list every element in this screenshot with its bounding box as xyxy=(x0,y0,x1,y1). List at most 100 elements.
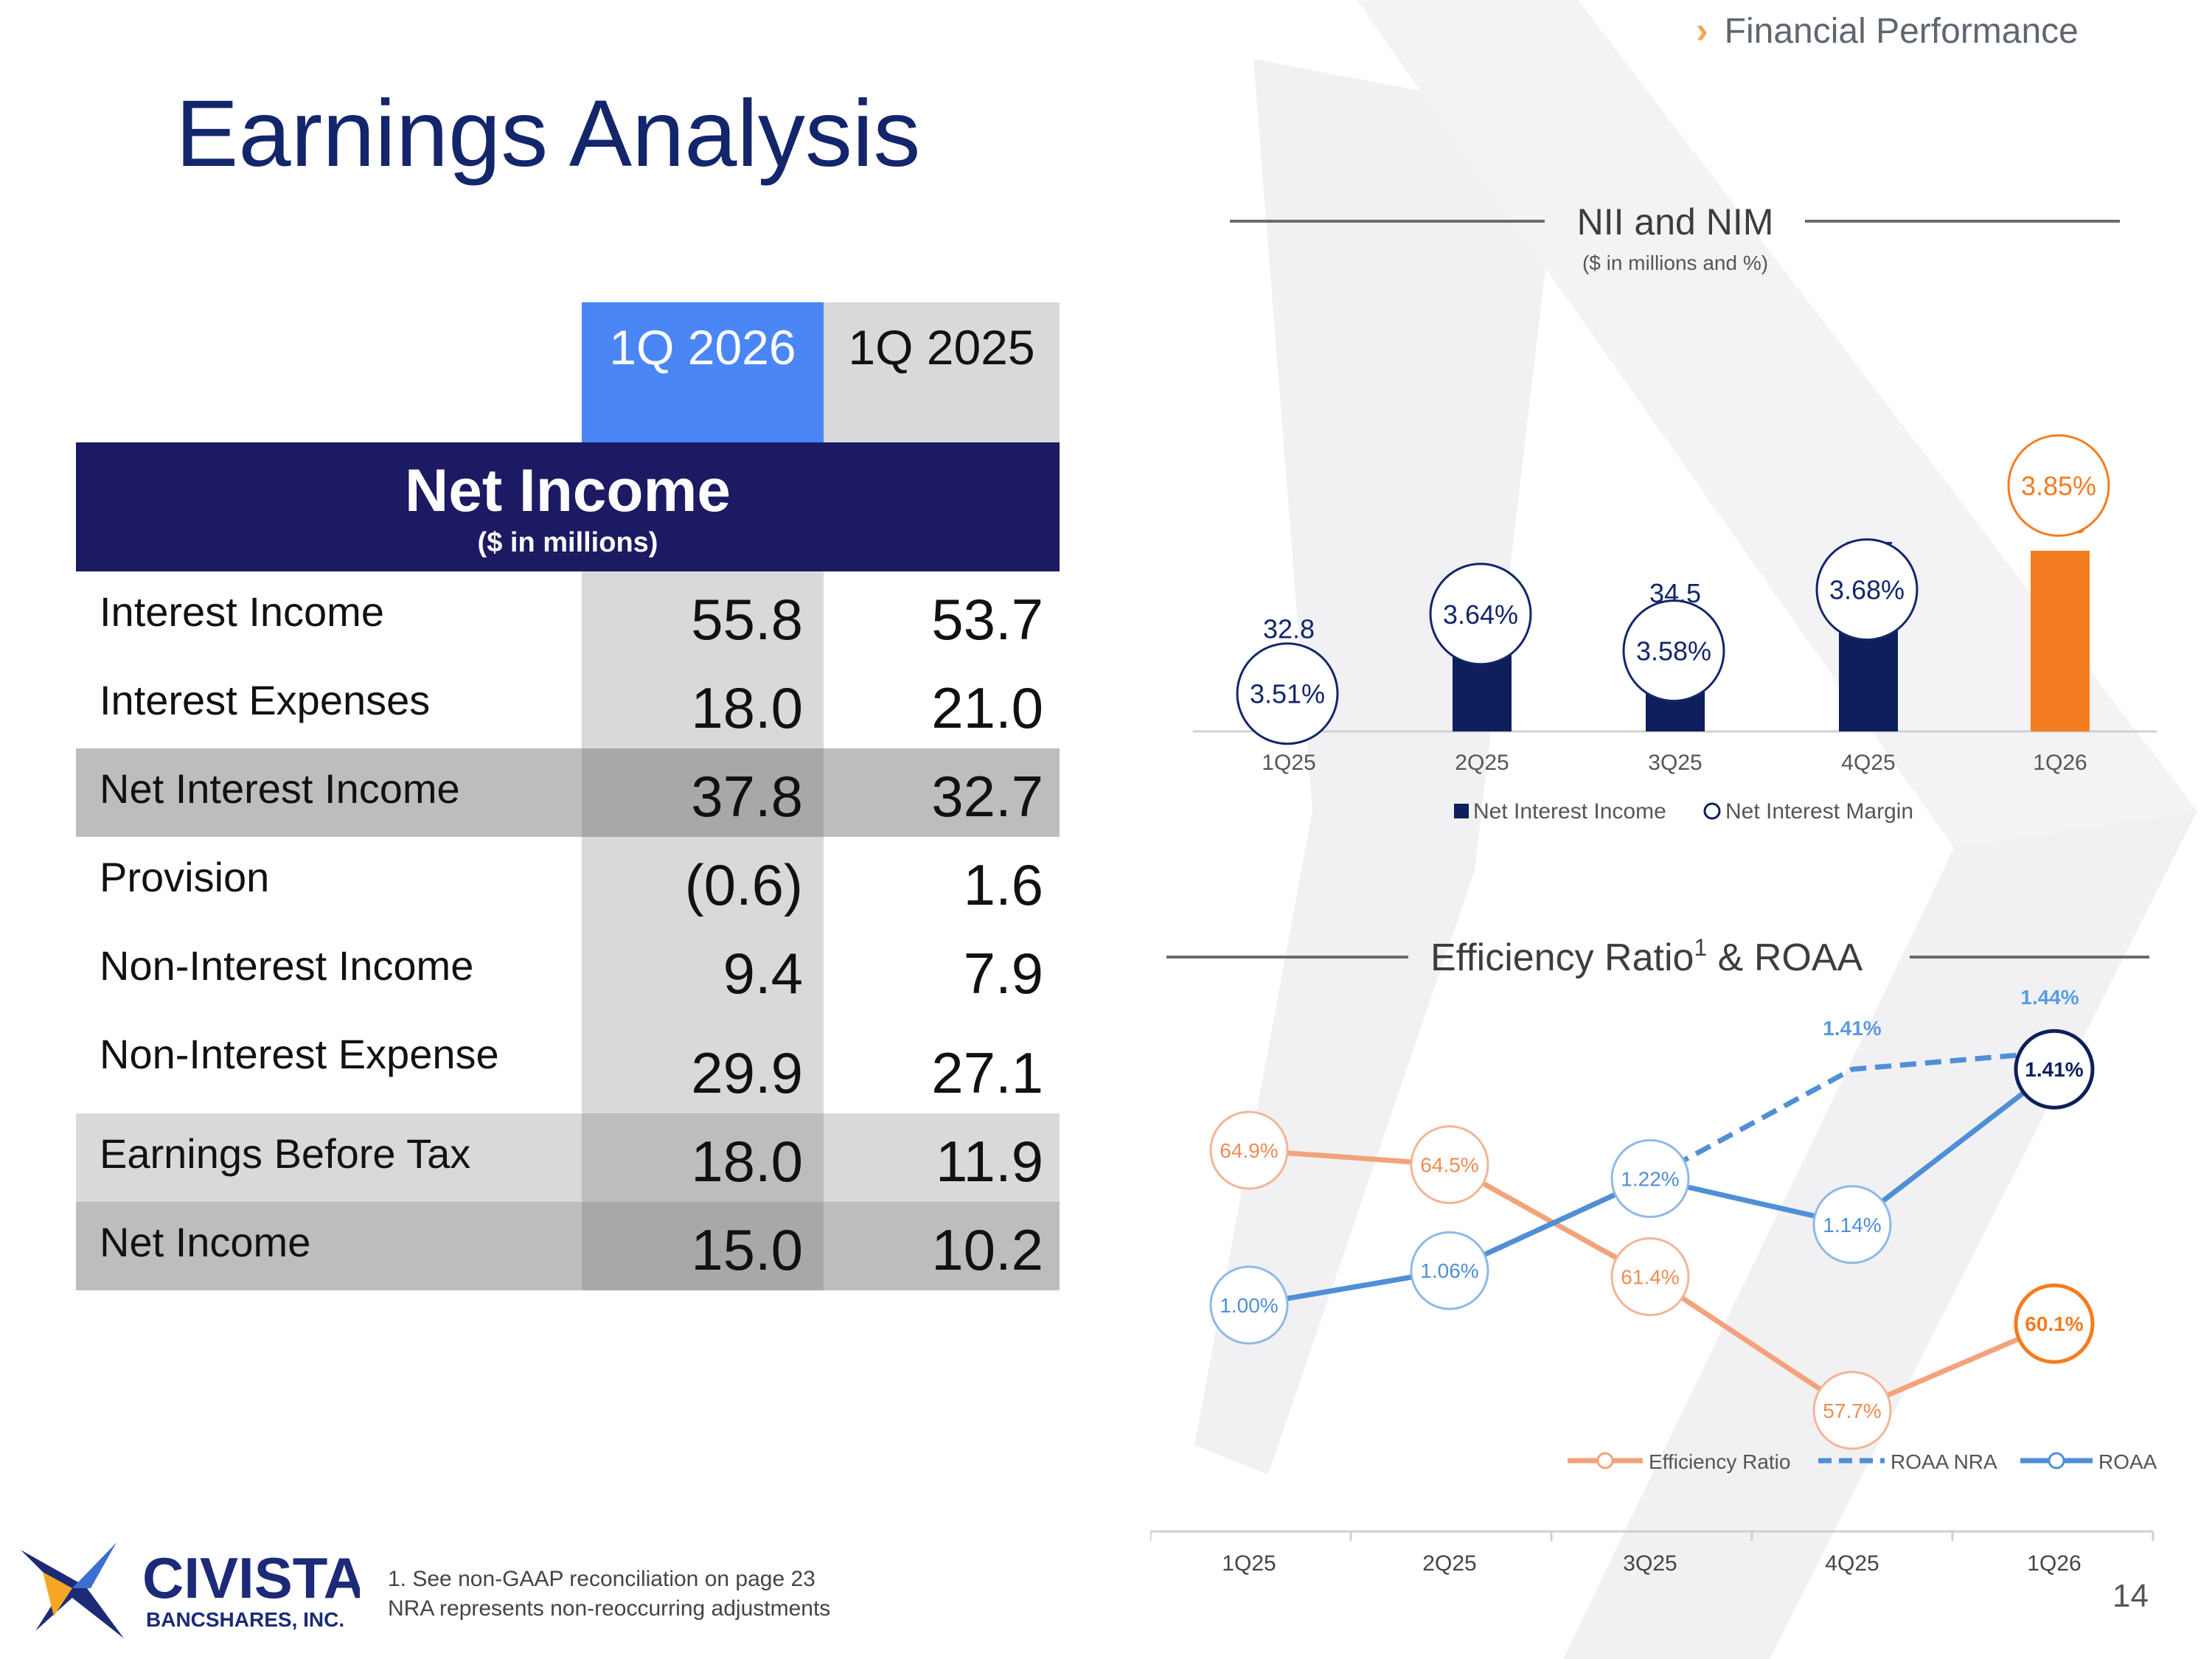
bar-value-label: 32.8 xyxy=(1263,613,1315,644)
band-title: Net Income xyxy=(405,457,731,524)
row-value-1q2025: 32.7 xyxy=(824,748,1060,837)
chart-title: NII and NIM xyxy=(1577,201,1774,243)
efficiency-label: 64.9% xyxy=(1220,1139,1278,1162)
roaa-nra-label: 1.41% xyxy=(1823,1017,1881,1040)
row-label: Earnings Before Tax xyxy=(100,1130,471,1177)
nim-label: 3.51% xyxy=(1250,679,1325,709)
roaa-label: 1.00% xyxy=(1220,1294,1278,1317)
x-tick-label: 4Q25 xyxy=(1825,1551,1879,1576)
row-value-1q2025: 53.7 xyxy=(931,587,1043,652)
row-value-1q2026: (0.6) xyxy=(582,837,824,925)
nim-label: 3.68% xyxy=(1829,575,1905,605)
row-value-1q2025: 1.6 xyxy=(963,852,1043,917)
row-label: Provision xyxy=(100,854,270,900)
row-label: Interest Income xyxy=(100,588,384,635)
table-row: Non-Interest Income 9.4 7.9 xyxy=(76,925,1060,1014)
page-number: 14 xyxy=(2112,1578,2149,1614)
row-value-1q2026: 9.4 xyxy=(582,925,824,1014)
row-label: Net Income xyxy=(100,1219,311,1265)
footnote-line-2: NRA represents non-reoccurring adjustmen… xyxy=(388,1596,831,1621)
efficiency-label: 60.1% xyxy=(2025,1312,2083,1335)
column-header-1q2026: 1Q 2026 xyxy=(582,302,824,442)
legend-swatch-nii xyxy=(1454,804,1469,818)
row-value-1q2026: 55.8 xyxy=(582,571,824,660)
row-value-1q2026: 37.8 xyxy=(582,748,824,837)
legend-swatch-nim xyxy=(1703,802,1721,820)
nim-label: 3.58% xyxy=(1636,636,1711,667)
section-label: Financial Performance xyxy=(1724,12,2079,51)
row-background xyxy=(76,1202,582,1290)
section-breadcrumb[interactable]: › Financial Performance xyxy=(1696,9,2079,52)
roaa-label: 1.14% xyxy=(1823,1214,1881,1237)
chart-subtitle: ($ in millions and %) xyxy=(1582,251,1768,274)
x-tick-label: 1Q26 xyxy=(2033,751,2087,775)
roaa-label: 1.22% xyxy=(1621,1167,1679,1190)
nii-nim-chart: NII and NIM ($ in millions and %) 32.8 3.51… xyxy=(1193,201,2157,824)
chart-title-suffix: & ROAA xyxy=(1707,936,1863,979)
efficiency-label: 64.5% xyxy=(1420,1154,1478,1177)
table-row: Non-Interest Expense 29.9 27.1 xyxy=(76,1014,1060,1113)
bar-nii xyxy=(2031,550,2090,731)
legend-label-nim: Net Interest Margin xyxy=(1725,799,1913,824)
x-tick-label: 1Q25 xyxy=(1262,751,1315,775)
roaa-marker xyxy=(1610,1138,1690,1218)
nim-marker xyxy=(1815,538,1919,641)
roaa-marker xyxy=(1410,1231,1489,1310)
row-background xyxy=(76,748,582,837)
row-value-1q2025: 11.9 xyxy=(824,1113,1060,1202)
efficiency-label: 57.7% xyxy=(1823,1399,1881,1422)
band-subtitle: ($ in millions) xyxy=(477,527,658,558)
nim-marker xyxy=(2007,434,2110,537)
net-income-band: Net Income ($ in millions) xyxy=(76,442,1060,571)
roaa-label: 1.41% xyxy=(2025,1058,2083,1081)
legend-marker-roaa xyxy=(2048,1452,2065,1470)
x-tick-label: 2Q25 xyxy=(1455,751,1509,775)
efficiency-label: 61.4% xyxy=(1621,1266,1679,1289)
nim-marker xyxy=(1622,599,1725,703)
row-label: Net Interest Income xyxy=(100,765,460,812)
footnote: 1. See non-GAAP reconciliation on page 2… xyxy=(388,1565,830,1624)
logo-wordmark: CIVISTA xyxy=(142,1545,360,1610)
table-row: Earnings Before Tax 18.0 11.9 xyxy=(76,1113,1060,1202)
nim-marker xyxy=(1236,642,1339,745)
roaa-marker xyxy=(1209,1265,1289,1345)
table-header: 1Q 2026 1Q 2025 xyxy=(582,302,1060,442)
chevron-right-icon: › xyxy=(1696,10,1708,51)
chart-title-sup: 1 xyxy=(1694,934,1707,961)
table-row: Net Income 15.0 10.2 xyxy=(76,1202,1060,1290)
page-title: Earnings Analysis xyxy=(175,81,921,187)
efficiency-marker xyxy=(1812,1371,1892,1450)
row-value-1q2025: 10.2 xyxy=(824,1202,1060,1290)
x-tick-label: 3Q25 xyxy=(1648,751,1702,775)
roaa-marker xyxy=(2014,1029,2095,1110)
table-row: Net Interest Income 37.8 32.7 xyxy=(76,748,1060,837)
roaa-nra-label: 1.44% xyxy=(2020,986,2079,1009)
row-value-1q2026: 15.0 xyxy=(582,1202,824,1290)
table-row: Interest Income 55.8 53.7 xyxy=(76,571,1060,660)
chart-title-main: Efficiency Ratio xyxy=(1430,936,1694,979)
row-label: Interest Expenses xyxy=(100,677,431,723)
legend-label-roaa: ROAA xyxy=(2098,1450,2157,1473)
row-value-1q2026: 29.9 xyxy=(582,1014,824,1113)
efficiency-marker xyxy=(1610,1237,1690,1316)
civista-logo: CIVISTA BANCSHARES, INC. xyxy=(21,1543,365,1642)
row-label: Non-Interest Expense xyxy=(100,1031,499,1077)
x-tick-label: 2Q25 xyxy=(1422,1551,1476,1576)
roaa-label: 1.06% xyxy=(1420,1259,1478,1282)
column-header-1q2025: 1Q 2025 xyxy=(824,302,1060,442)
nim-label: 3.85% xyxy=(2021,471,2096,501)
nim-label: 3.64% xyxy=(1443,599,1518,630)
row-background xyxy=(76,1113,582,1202)
row-value-1q2025: 27.1 xyxy=(931,1040,1043,1105)
x-tick-label: 4Q25 xyxy=(1841,751,1895,775)
x-tick-label: 1Q25 xyxy=(1222,1551,1276,1576)
table-row: Provision (0.6) 1.6 xyxy=(76,837,1060,925)
row-value-1q2026: 18.0 xyxy=(582,1113,824,1202)
legend-label-nii: Net Interest Income xyxy=(1473,799,1666,824)
efficiency-marker xyxy=(1410,1125,1489,1205)
x-tick-label: 1Q26 xyxy=(2027,1551,2081,1576)
row-value-1q2025: 7.9 xyxy=(963,941,1043,1006)
logo-subtext: BANCSHARES, INC. xyxy=(146,1608,344,1631)
row-value-1q2026: 18.0 xyxy=(582,660,824,748)
